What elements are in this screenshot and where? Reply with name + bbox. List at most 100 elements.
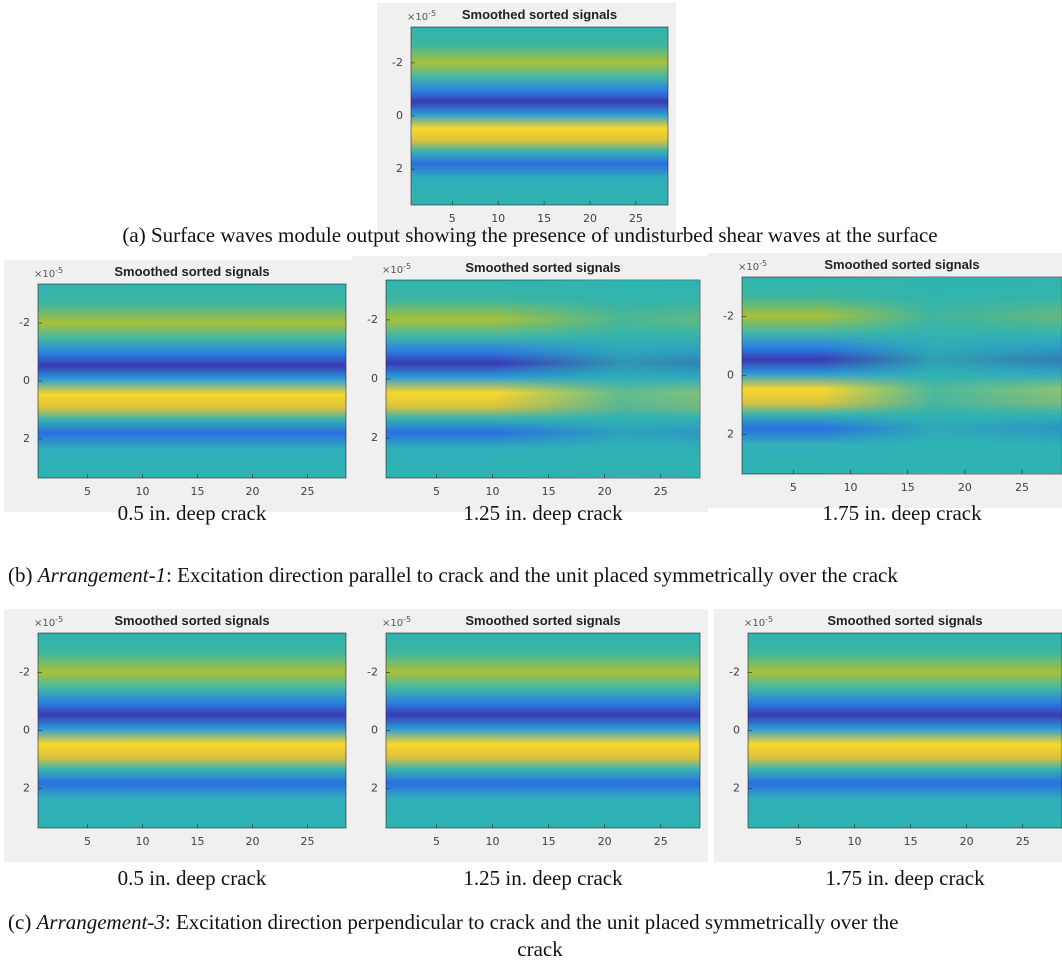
caption-label: (b) (8, 563, 33, 587)
multiplier-exponent: -5 (403, 615, 411, 624)
axis-multiplier: ×10-5 (744, 615, 773, 629)
caption-text: : Excitation direction parallel to crack… (166, 563, 898, 587)
axis-multiplier: ×10-5 (738, 259, 767, 273)
y-tick-label: 2 (371, 782, 378, 795)
x-tick-label: 20 (598, 835, 612, 848)
x-tick-label: 20 (960, 835, 974, 848)
figure-caption: (b) Arrangement-1: Excitation direction … (8, 563, 898, 587)
heatmap-fade (742, 277, 1062, 474)
y-tick-label: -2 (19, 316, 30, 329)
axis-multiplier: ×10-5 (34, 615, 63, 629)
x-tick-label: 15 (542, 485, 556, 498)
figure-caption: (a) Surface waves module output showing … (122, 223, 937, 247)
x-tick-label: 25 (654, 835, 668, 848)
x-tick-label: 10 (491, 212, 505, 225)
panel-title: Smoothed sorted signals (465, 260, 620, 275)
panel-caption: 1.25 in. deep crack (463, 866, 623, 890)
axis-multiplier: ×10-5 (382, 262, 411, 276)
x-tick-label: 25 (301, 835, 315, 848)
x-tick-label: 15 (542, 835, 556, 848)
panel-title: Smoothed sorted signals (827, 613, 982, 628)
y-tick-label: 2 (23, 782, 30, 795)
panel-title: Smoothed sorted signals (824, 257, 979, 272)
axis-multiplier: ×10-5 (407, 9, 436, 23)
panel-caption: 0.5 in. deep crack (118, 501, 267, 525)
x-tick-label: 25 (1016, 835, 1030, 848)
x-tick-label: 5 (433, 485, 440, 498)
heatmap (747, 632, 1062, 829)
multiplier-base: ×10 (34, 618, 55, 629)
y-tick-label: 2 (371, 431, 378, 444)
y-tick-label: -2 (367, 313, 378, 326)
caption-text: Surface waves module output showing the … (151, 223, 938, 247)
x-tick-label: 10 (136, 485, 150, 498)
x-tick-label: 10 (486, 835, 500, 848)
y-tick-label: 2 (733, 782, 740, 795)
x-tick-label: 5 (84, 835, 91, 848)
y-tick-label: -2 (392, 56, 403, 69)
panel-title: Smoothed sorted signals (465, 613, 620, 628)
x-tick-label: 15 (904, 835, 918, 848)
caption-emphasis: Arrangement-1 (36, 563, 166, 587)
x-tick-label: 25 (1015, 481, 1029, 494)
x-tick-label: 15 (901, 481, 915, 494)
panel-title: Smoothed sorted signals (114, 264, 269, 279)
figure-caption: (c) Arrangement-3: Excitation direction … (8, 910, 898, 934)
x-tick-label: 5 (449, 212, 456, 225)
multiplier-base: ×10 (744, 618, 765, 629)
x-tick-label: 10 (848, 835, 862, 848)
y-tick-label: 0 (396, 109, 403, 122)
multiplier-exponent: -5 (765, 615, 773, 624)
multiplier-base: ×10 (738, 262, 759, 273)
y-tick-label: 0 (23, 374, 30, 387)
x-tick-label: 10 (844, 481, 858, 494)
x-tick-label: 15 (191, 835, 205, 848)
x-tick-label: 5 (84, 485, 91, 498)
axis-multiplier: ×10-5 (34, 266, 63, 280)
y-tick-label: -2 (723, 310, 734, 323)
x-tick-label: 5 (795, 835, 802, 848)
panel-caption: 1.25 in. deep crack (463, 501, 623, 525)
heatmap (37, 283, 347, 479)
caption-continuation: crack (517, 937, 563, 961)
x-tick-label: 20 (958, 481, 972, 494)
y-tick-label: 2 (727, 427, 734, 440)
heatmap-fade (386, 280, 700, 478)
x-tick-label: 20 (583, 212, 597, 225)
caption-emphasis: Arrangement-3 (35, 910, 165, 934)
x-tick-label: 25 (629, 212, 643, 225)
x-tick-label: 20 (598, 485, 612, 498)
x-tick-label: 25 (301, 485, 315, 498)
heatmap (37, 632, 347, 829)
multiplier-exponent: -5 (759, 259, 767, 268)
y-tick-label: 0 (23, 724, 30, 737)
multiplier-base: ×10 (407, 12, 428, 23)
x-tick-label: 5 (790, 481, 797, 494)
y-tick-label: -2 (19, 665, 30, 678)
x-tick-label: 25 (654, 485, 668, 498)
panel-title: Smoothed sorted signals (114, 613, 269, 628)
y-tick-label: 0 (733, 724, 740, 737)
heatmap (385, 632, 701, 829)
heatmap (410, 26, 669, 206)
panel-title: Smoothed sorted signals (462, 7, 617, 22)
x-tick-label: 20 (246, 835, 260, 848)
caption-label: (c) (8, 910, 31, 934)
x-tick-label: 10 (486, 485, 500, 498)
multiplier-exponent: -5 (55, 615, 63, 624)
x-tick-label: 5 (433, 835, 440, 848)
y-tick-label: 0 (371, 372, 378, 385)
caption-label: (a) (122, 223, 145, 247)
x-tick-label: 10 (136, 835, 150, 848)
y-tick-label: -2 (729, 665, 740, 678)
panel-caption: 0.5 in. deep crack (118, 866, 267, 890)
multiplier-exponent: -5 (428, 9, 436, 18)
multiplier-base: ×10 (382, 265, 403, 276)
multiplier-base: ×10 (34, 269, 55, 280)
multiplier-exponent: -5 (403, 262, 411, 271)
y-tick-label: -2 (367, 665, 378, 678)
multiplier-base: ×10 (382, 618, 403, 629)
multiplier-exponent: -5 (55, 266, 63, 275)
caption-text: : Excitation direction perpendicular to … (165, 910, 899, 934)
